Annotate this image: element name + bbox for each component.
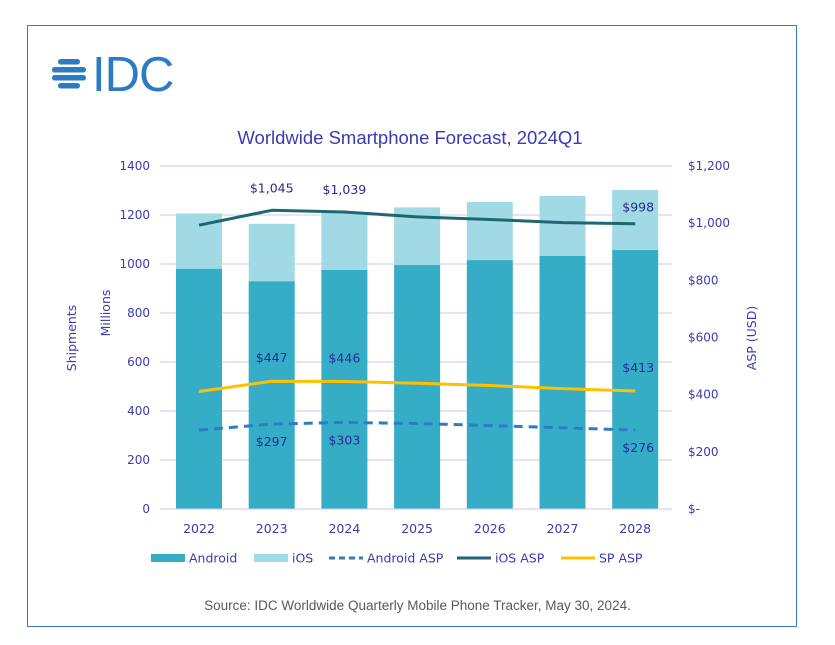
y2-tick-label: $200 <box>688 445 719 459</box>
data-label: $276 <box>622 440 654 455</box>
right-axis-ticks: $- $200 $400 $600 $800 $1,000 $1,200 <box>688 159 730 516</box>
y-tick-label: 1200 <box>119 208 150 222</box>
y2-axis-label: ASP (USD) <box>744 306 759 370</box>
y-tick-label: 800 <box>127 306 150 320</box>
y-tick-label: 0 <box>142 502 150 516</box>
legend-item-sp-asp: SP ASP <box>561 551 643 566</box>
logo-text: IDC <box>92 50 173 96</box>
legend-label: Android <box>189 551 237 566</box>
bar-android <box>612 250 659 509</box>
legend-item-android: Android <box>151 551 237 566</box>
bar-android <box>248 281 295 509</box>
globe-stripe <box>58 59 80 65</box>
line-sp-asp <box>198 379 636 394</box>
x-tick-label: 2022 <box>183 521 215 536</box>
globe-stripe <box>52 75 86 81</box>
globe-stripe <box>52 67 86 73</box>
y2-tick-label: $- <box>688 502 700 516</box>
legend: Android iOS Android ASP iOS ASP SP ASP <box>151 551 643 566</box>
source-note: Source: IDC Worldwide Quarterly Mobile P… <box>204 598 631 613</box>
x-tick-label: 2026 <box>474 521 506 536</box>
x-tick-label: 2028 <box>619 521 651 536</box>
idc-globe-icon <box>52 59 86 89</box>
x-tick-label: 2027 <box>547 521 579 536</box>
data-label: $447 <box>256 350 288 365</box>
line-ios-asp <box>198 208 636 227</box>
legend-swatch <box>151 554 185 562</box>
data-label: $413 <box>622 360 654 375</box>
bar-ios <box>466 202 513 261</box>
line-android-asp <box>198 420 636 432</box>
y-axis-sublabel: Millions <box>98 290 113 337</box>
data-label: $1,039 <box>323 182 367 197</box>
x-axis-ticks: 2022 2023 2024 2025 2026 2027 2028 <box>160 508 672 536</box>
bars <box>176 190 659 509</box>
y2-tick-label: $400 <box>688 388 719 402</box>
bar-ios <box>539 195 586 256</box>
y2-tick-label: $1,000 <box>688 216 730 230</box>
x-tick-label: 2023 <box>256 521 288 536</box>
data-label: $303 <box>328 432 360 447</box>
bar-android <box>321 269 368 509</box>
y-tick-label: 1000 <box>119 257 150 271</box>
data-label: $998 <box>622 200 654 215</box>
idc-logo: IDC <box>52 50 174 96</box>
bar-ios <box>321 212 368 270</box>
x-tick-label: 2025 <box>401 521 433 536</box>
legend-label: iOS <box>292 551 313 566</box>
chart-title: Worldwide Smartphone Forecast, 2024Q1 <box>237 127 582 148</box>
data-label: $1,045 <box>250 180 294 195</box>
legend-label: iOS ASP <box>495 551 545 566</box>
asp-lines <box>198 208 636 432</box>
globe-stripe <box>58 83 80 89</box>
left-axis-ticks: 0 200 400 600 800 1000 1200 1400 <box>119 159 150 516</box>
bar-android <box>539 255 586 509</box>
bar-android <box>394 264 441 509</box>
legend-label: SP ASP <box>599 551 643 566</box>
bar-ios <box>612 190 659 251</box>
bar-ios <box>248 223 295 282</box>
legend-item-ios: iOS <box>254 551 313 566</box>
x-tick-label: 2024 <box>328 521 360 536</box>
y2-tick-label: $800 <box>688 273 719 287</box>
y2-tick-label: $600 <box>688 331 719 345</box>
legend-label: Android ASP <box>367 551 444 566</box>
data-label: $297 <box>256 434 288 449</box>
y-axis-label: Shipments <box>64 305 79 371</box>
data-label: $446 <box>328 351 360 366</box>
y-tick-label: 400 <box>127 404 150 418</box>
y-tick-label: 200 <box>127 453 150 467</box>
data-labels: $1,045 $1,039 $998 $447 $446 $413 $297 $303 $276 <box>250 180 654 455</box>
y2-tick-label: $1,200 <box>688 159 730 173</box>
legend-item-ios-asp: iOS ASP <box>457 551 545 566</box>
y-tick-label: 600 <box>127 355 150 369</box>
y-tick-label: 1400 <box>119 159 150 173</box>
legend-item-android-asp: Android ASP <box>329 551 444 566</box>
legend-swatch <box>254 554 288 562</box>
